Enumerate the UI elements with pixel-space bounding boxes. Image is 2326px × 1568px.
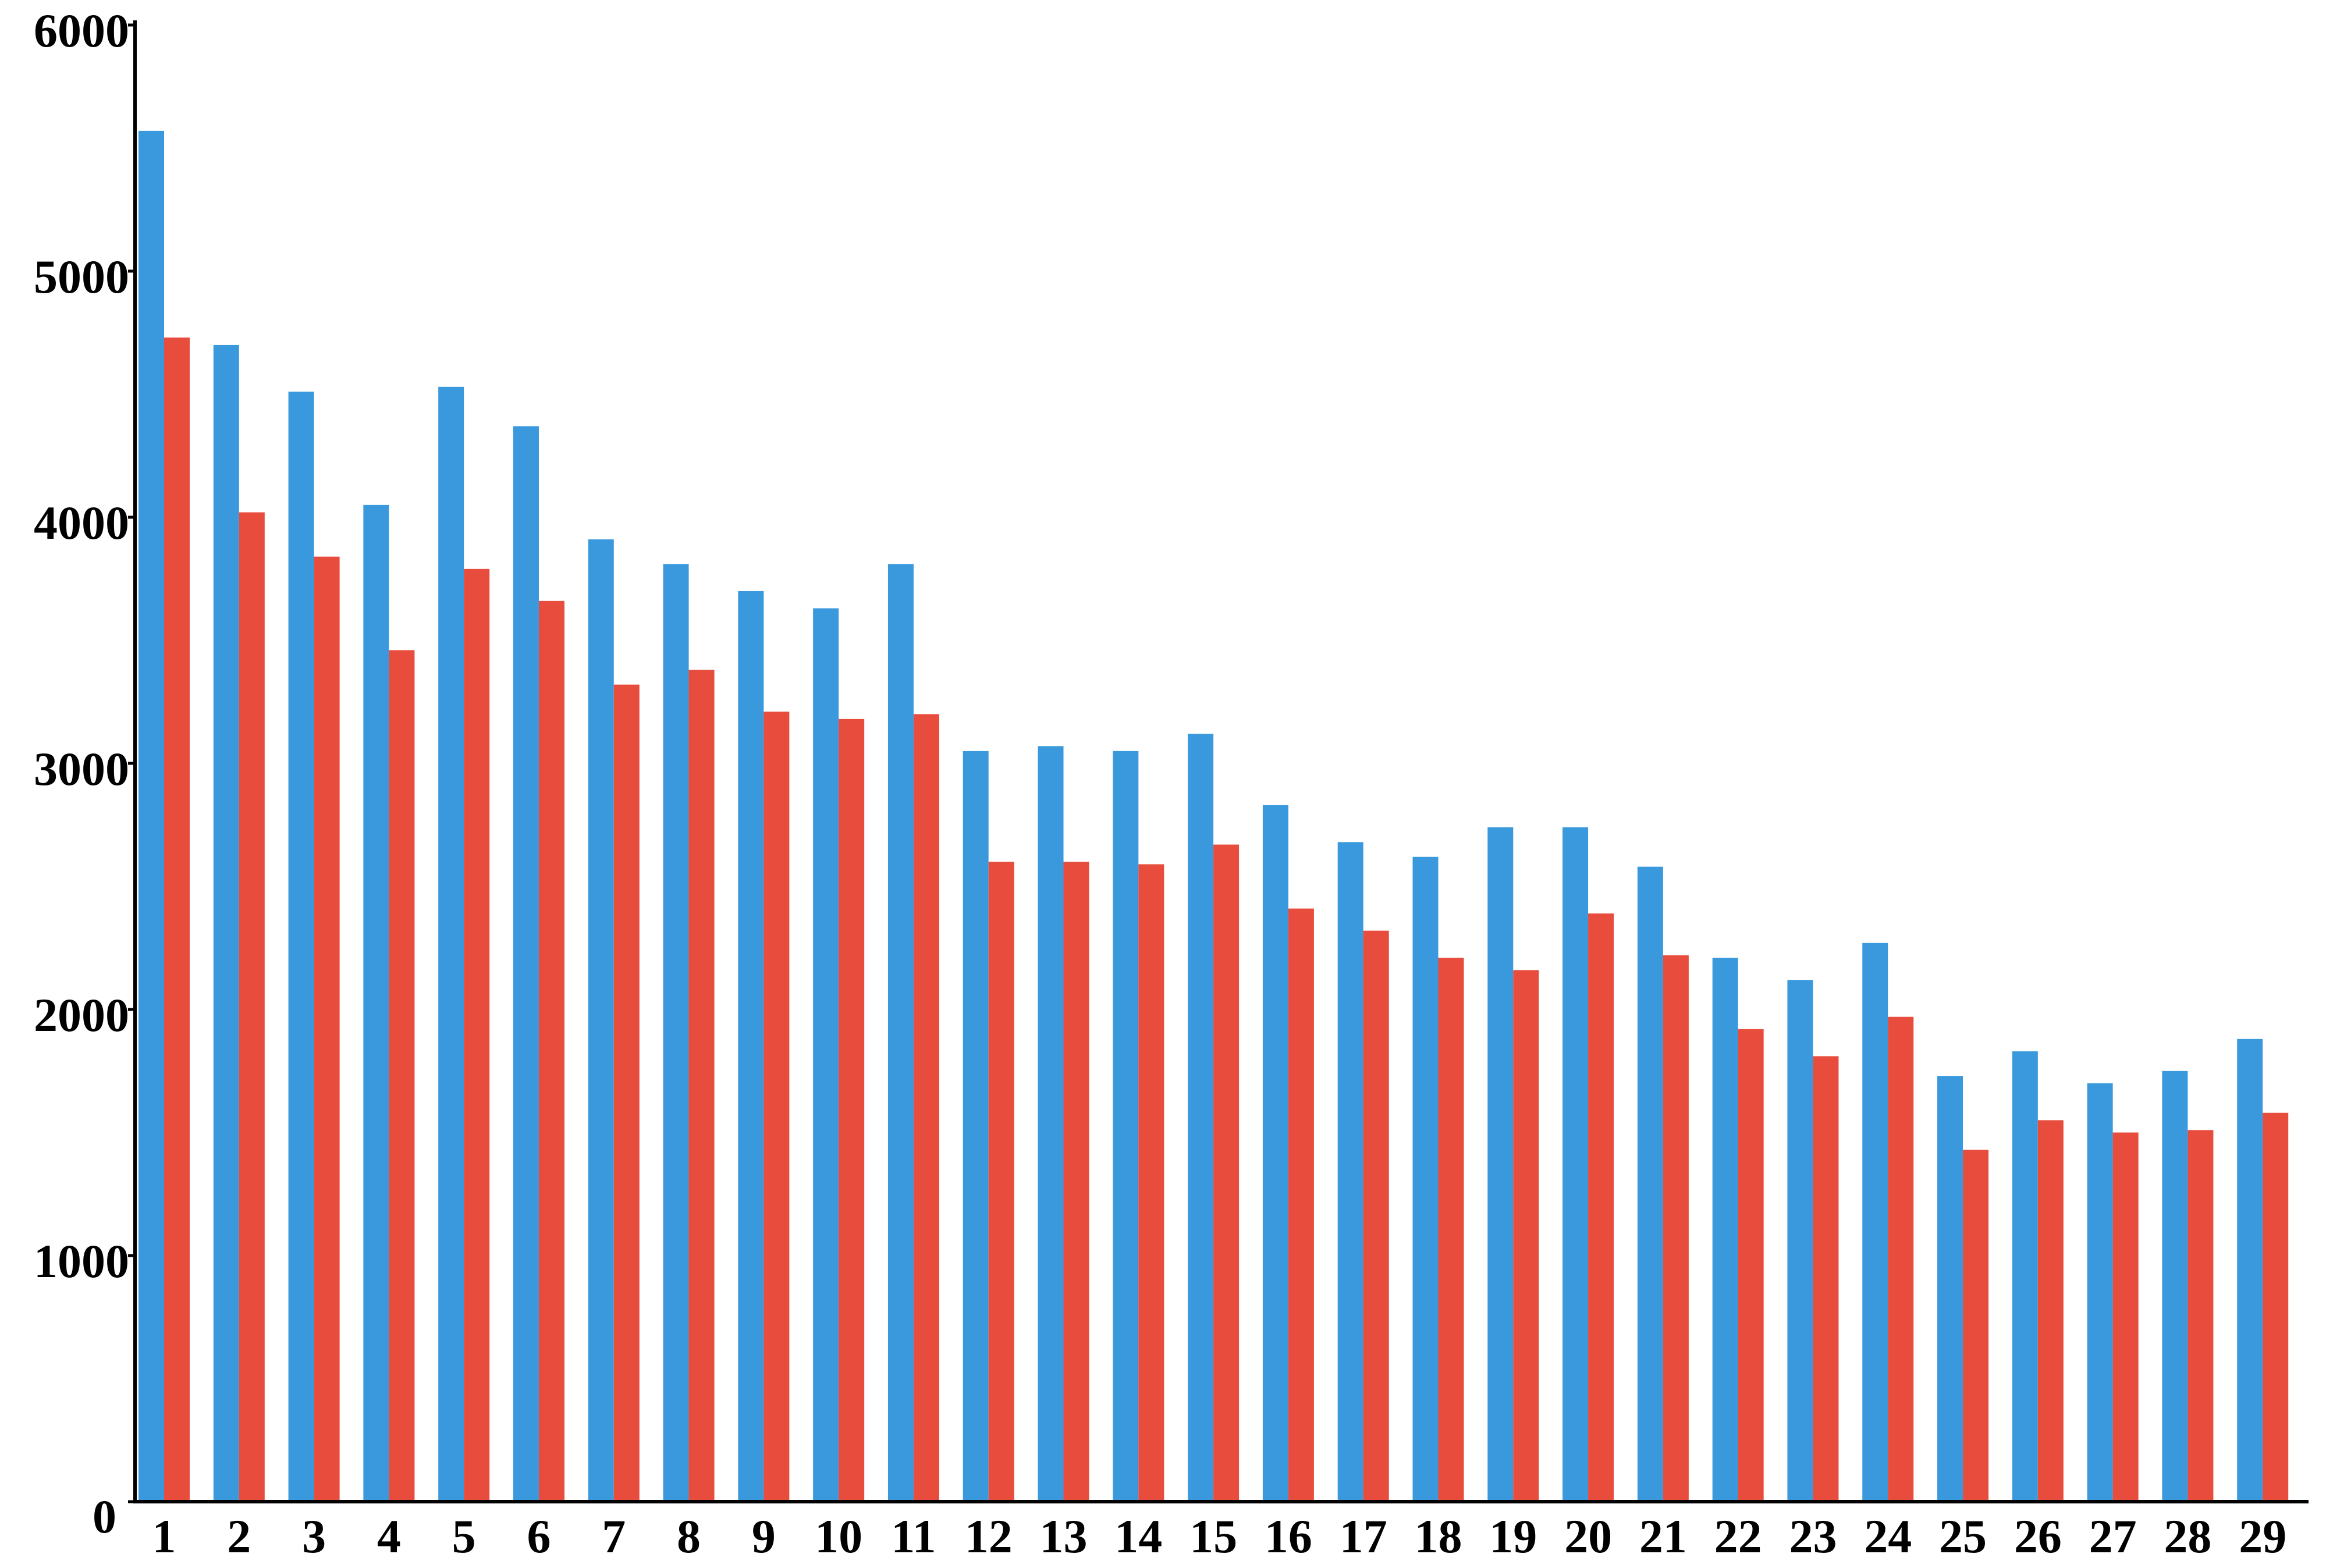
bar [1288,908,1314,1502]
bar [1663,955,1689,1502]
bar [839,719,865,1502]
bar [363,504,389,1502]
bar [1363,930,1389,1502]
x-tick-label: 20 [1564,1510,1612,1563]
bar [139,130,164,1502]
y-tick-label: 6000 [34,4,129,57]
y-tick-label: 2000 [34,989,129,1041]
x-tick-label: 25 [1939,1510,1987,1563]
bar [1337,842,1363,1502]
bar [764,712,790,1502]
bar [438,386,464,1502]
bar [988,862,1014,1502]
x-tick-label: 12 [965,1510,1013,1563]
x-tick-label: 21 [1639,1510,1687,1563]
x-tick-label: 14 [1114,1510,1162,1563]
x-tick-label: 7 [602,1510,626,1563]
y-tick-label: 1000 [34,1235,129,1288]
x-tick-label: 24 [1864,1510,1912,1563]
bar [239,512,265,1502]
bar [2012,1051,2038,1502]
x-tick-label: 29 [2239,1510,2286,1563]
bar [1412,856,1439,1502]
x-tick-label: 3 [302,1510,326,1563]
bar [663,564,689,1502]
bar [389,650,415,1502]
bar [2237,1039,2263,1502]
bar [1738,1029,1764,1502]
bar [1213,844,1240,1502]
bar [464,568,490,1502]
bar [588,539,614,1502]
bar [1262,805,1288,1502]
bar [2187,1130,2214,1502]
bar [2087,1083,2113,1502]
bar [738,591,764,1502]
bar [1712,958,1738,1502]
x-tick-label: 27 [2089,1510,2137,1563]
bar [813,608,839,1502]
bar [1813,1056,1839,1502]
bar [513,426,539,1502]
bar [1588,913,1614,1502]
x-tick-label: 2 [227,1510,251,1563]
x-tick-label: 5 [452,1510,476,1563]
bar [963,751,989,1502]
bar [2263,1112,2289,1502]
bar [288,392,314,1502]
y-tick-label: 4000 [34,496,129,549]
bar [1937,1076,1963,1502]
bar [314,556,340,1502]
x-tick-label: 17 [1340,1510,1387,1563]
x-tick-label: 13 [1040,1510,1088,1563]
bar [887,564,914,1502]
x-tick-label: 6 [527,1510,551,1563]
bar [1063,862,1089,1502]
bar [213,344,239,1502]
bar [1188,734,1214,1502]
bar [2037,1120,2064,1502]
y-tick-label: 3000 [34,742,129,795]
x-tick-label: 10 [815,1510,862,1563]
bar [1862,943,1888,1502]
bar [913,714,939,1502]
bar [2112,1132,2139,1502]
bar [2162,1071,2188,1502]
bar [688,670,715,1502]
bar [164,337,190,1502]
bar [1888,1016,1914,1502]
bar [1113,751,1139,1502]
x-tick-label: 9 [752,1510,776,1563]
x-tick-label: 11 [891,1510,936,1563]
bar [1487,827,1514,1502]
x-tick-label: 8 [677,1510,701,1563]
bar [1038,746,1064,1502]
x-tick-label: 28 [2164,1510,2211,1563]
x-tick-label: 18 [1414,1510,1462,1563]
bar [538,600,564,1502]
bar [613,684,640,1502]
bar [1787,980,1813,1502]
x-tick-label: 23 [1789,1510,1837,1563]
bar [1138,864,1164,1502]
bar [1438,958,1464,1502]
y-tick-label: 5000 [34,250,129,303]
bar [1963,1150,1989,1502]
bar [1562,827,1589,1502]
bar [1513,970,1539,1502]
x-tick-label: 1 [152,1510,176,1563]
x-tick-label: 22 [1714,1510,1762,1563]
y-tick-label: 0 [93,1490,116,1543]
x-tick-label: 26 [2014,1510,2062,1563]
x-tick-label: 19 [1489,1510,1537,1563]
x-tick-label: 4 [377,1510,401,1563]
bar [1637,866,1663,1502]
x-tick-label: 16 [1265,1510,1312,1563]
x-tick-label: 15 [1189,1510,1237,1563]
